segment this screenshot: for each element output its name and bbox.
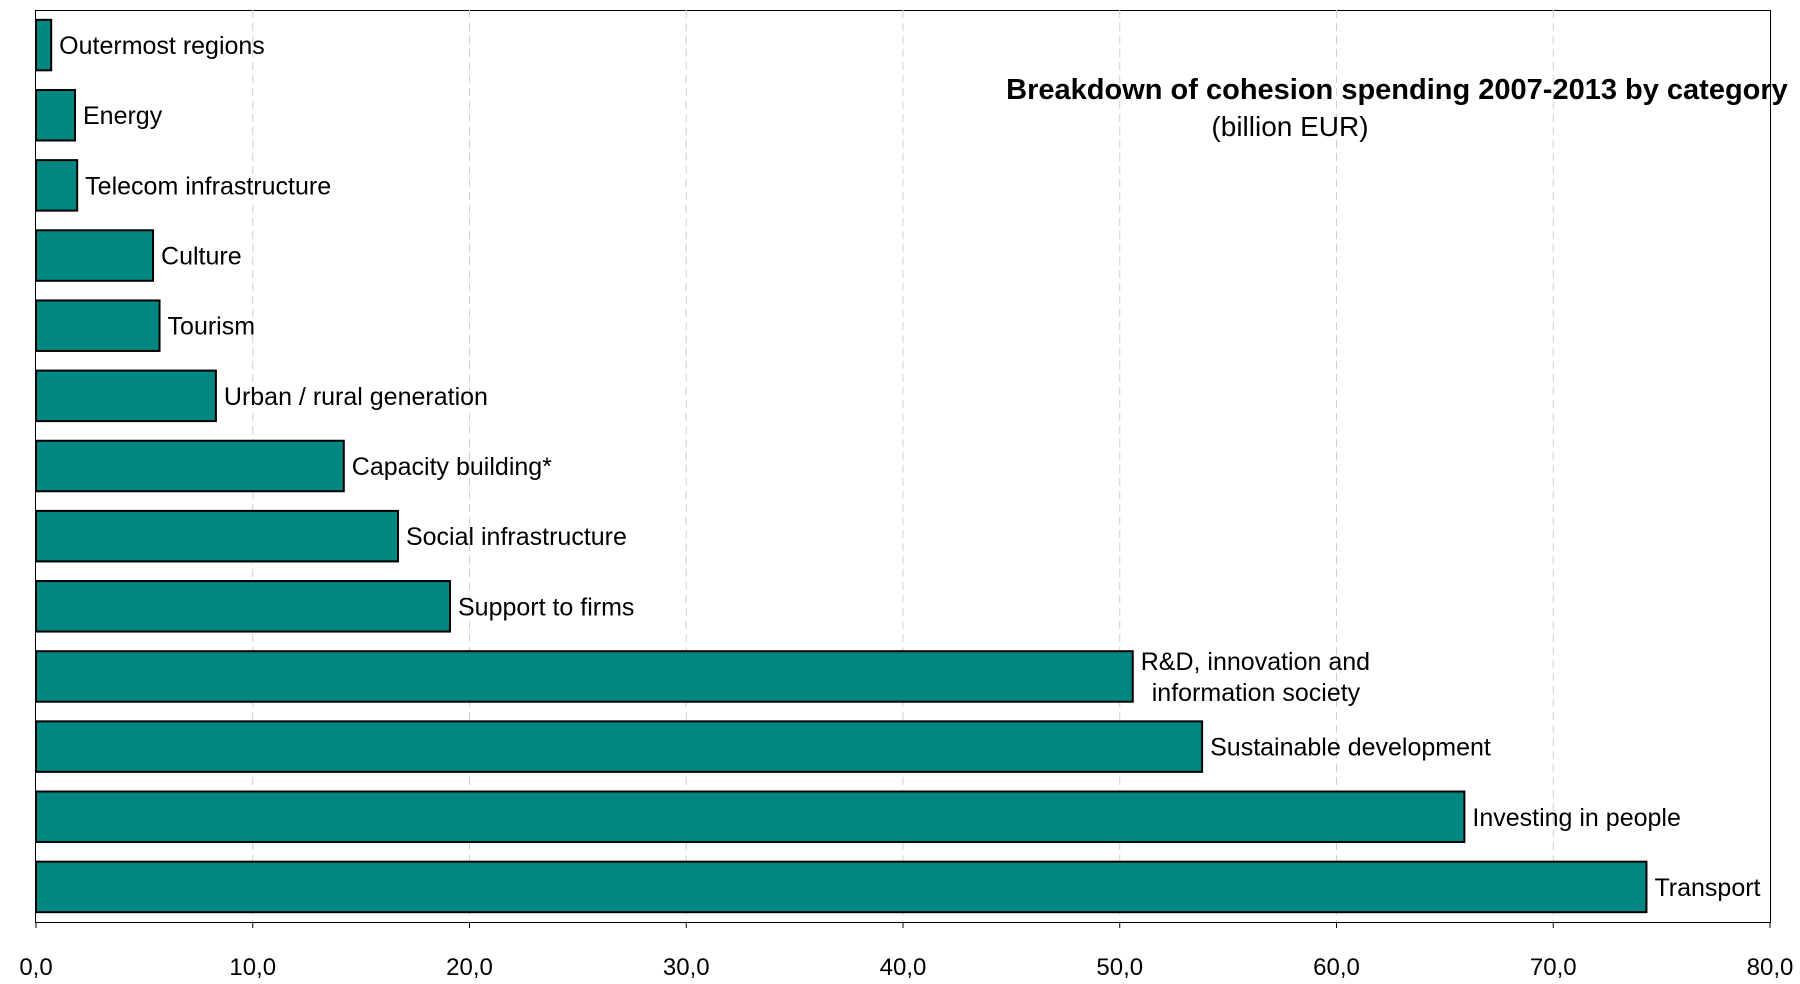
x-tick-label: 50,0 [1096,954,1143,981]
bar-label: Capacity building* [352,453,552,481]
bar-label: Urban / rural generation [224,383,488,411]
bar [35,159,79,212]
bar-label-line: Culture [161,243,242,271]
axis-layer: 0,0 10,0 20,0 30,0 40,0 50,0 60,0 70,0 80,0 [19,922,1793,981]
bar-label-line: Support to firms [458,593,634,621]
bar-label: Telecom infrastructure [85,172,331,200]
bar [35,369,217,423]
bar-label-line: Telecom infrastructure [85,172,331,200]
bar-label-line: Capacity building* [352,453,552,481]
x-tick-label: 10,0 [229,954,276,981]
bar-label-line: R&D, innovation and [1141,648,1370,676]
bars-layer [35,18,1648,914]
x-tick-label: 70,0 [1530,954,1577,981]
bar-label: Energy [83,102,163,130]
x-tick-label: 60,0 [1313,954,1360,981]
x-tick-label: 30,0 [663,954,710,981]
bar-label: Culture [161,243,242,271]
bar [35,790,1466,844]
bar-label: R&D, innovation and information society [1141,648,1370,707]
chart-title: Breakdown of cohesion spending 2007-2013… [1006,74,1788,106]
bar-label-line: Transport [1654,874,1760,902]
bar-label-line: Social infrastructure [406,523,627,551]
bar-label-line: Sustainable development [1210,734,1491,762]
bar-label-line: Outermost regions [59,32,265,60]
bar-label: Outermost regions [59,32,265,60]
labels-layer: Outermost regions Energy Telecom infrastru… [59,32,1760,902]
bar [35,509,399,563]
bar-label: Sustainable development [1210,734,1491,762]
x-tick-label: 40,0 [880,954,927,981]
bar [35,88,77,142]
bar-label-line: information society [1152,679,1361,707]
bar [35,650,1134,703]
x-tick-label: 0,0 [19,954,52,981]
bar-label: Tourism [168,313,256,341]
bar-label-line: Tourism [168,313,256,341]
bar-label-line: Urban / rural generation [224,383,488,411]
bar [35,860,1648,914]
bar [35,18,53,72]
x-tick-label: 20,0 [446,954,493,981]
bar [35,299,161,352]
bar-label: Transport [1654,874,1760,902]
bar-label: Support to firms [458,593,634,621]
bar [35,720,1204,773]
bar-label: Investing in people [1472,804,1680,832]
bar-label: Social infrastructure [406,523,627,551]
bar [35,580,451,633]
x-tick-label: 80,0 [1747,954,1794,981]
bar-label-line: Energy [83,102,163,130]
bar [35,439,345,493]
bar [35,229,155,282]
bar-label-line: Investing in people [1472,804,1680,832]
chart-subtitle: (billion EUR) [1211,111,1368,142]
